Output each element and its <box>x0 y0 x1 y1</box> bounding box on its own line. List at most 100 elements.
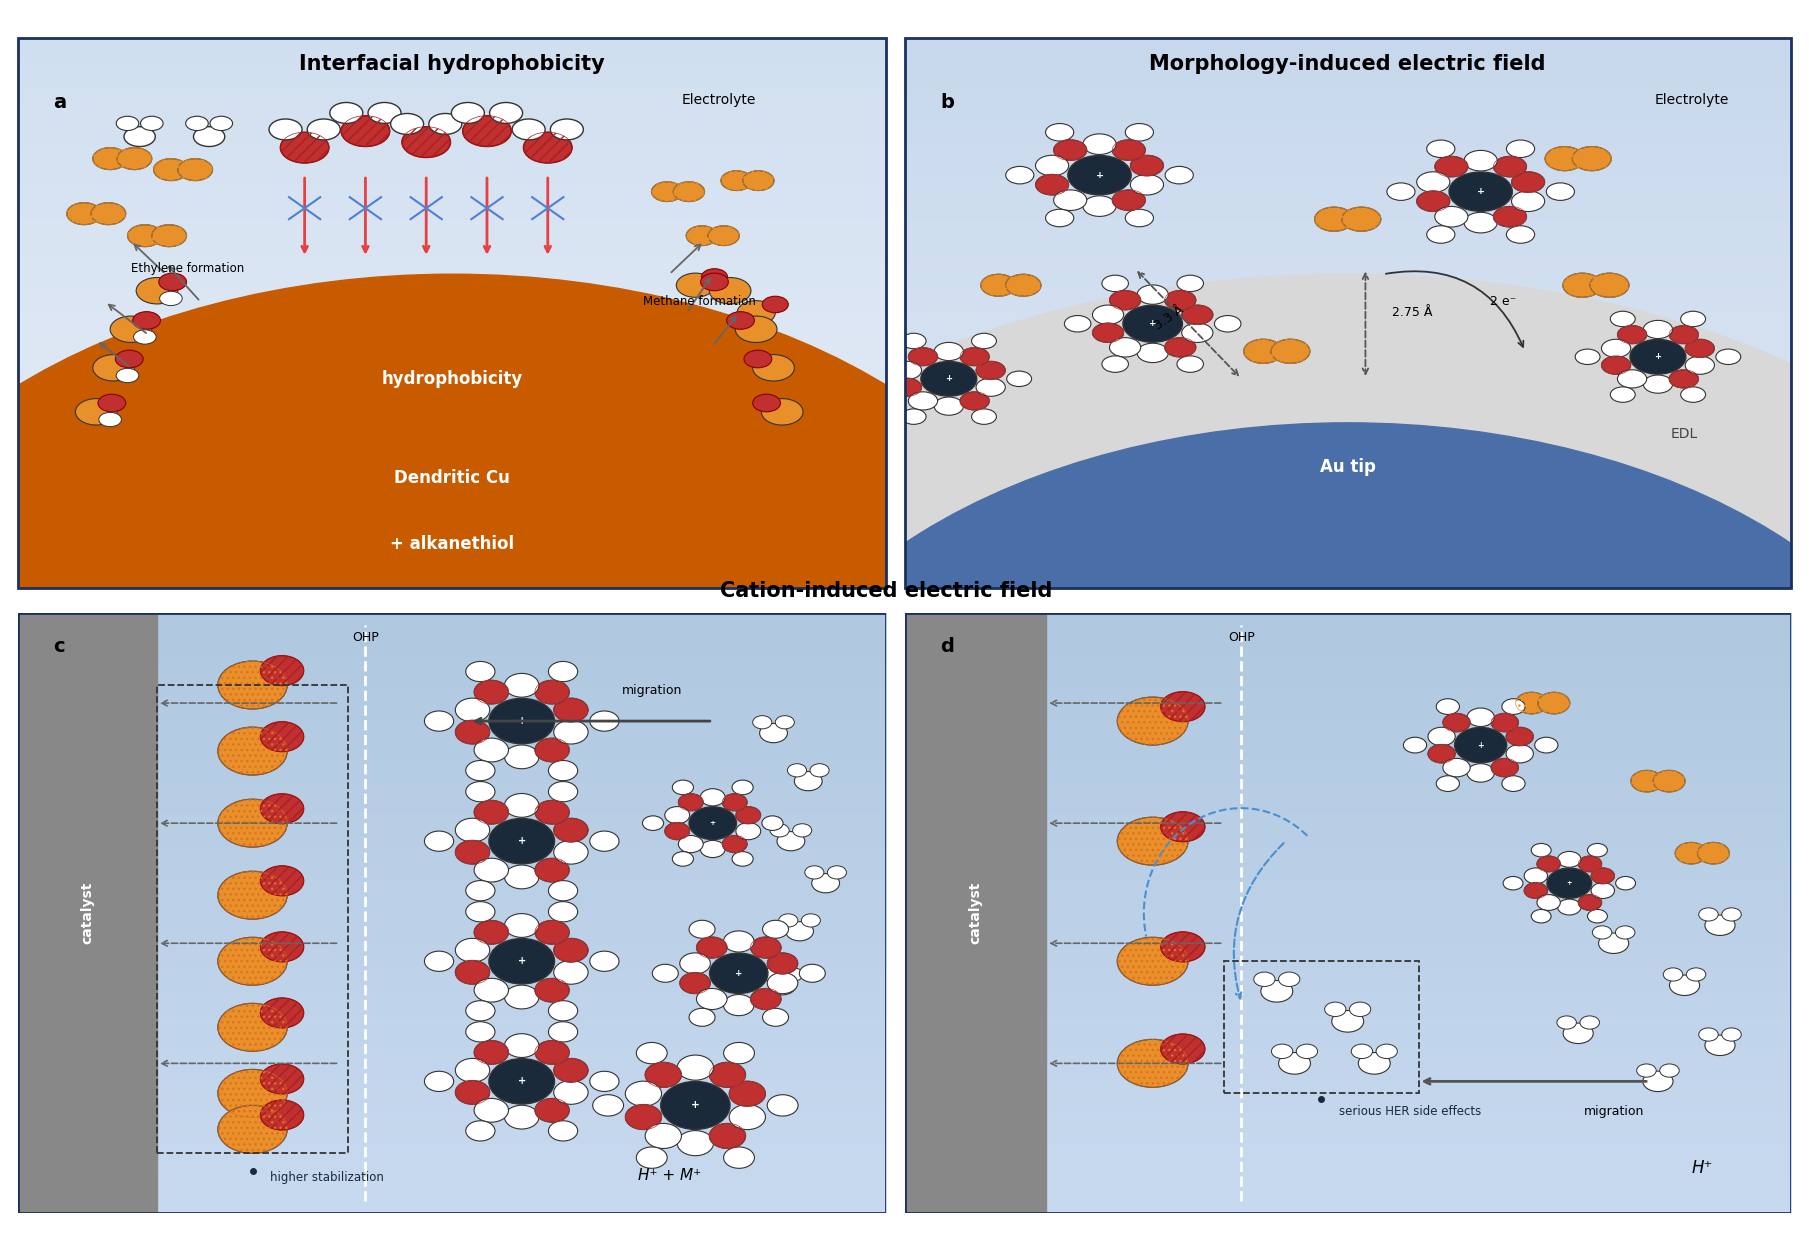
Circle shape <box>217 871 288 919</box>
Circle shape <box>1427 744 1454 763</box>
Circle shape <box>1662 968 1682 981</box>
Circle shape <box>751 937 781 958</box>
Circle shape <box>709 1062 745 1087</box>
Wedge shape <box>745 423 1809 797</box>
Circle shape <box>724 931 754 952</box>
Circle shape <box>402 126 450 158</box>
Text: catalyst: catalyst <box>81 882 94 945</box>
Circle shape <box>505 1105 539 1130</box>
Text: H⁺: H⁺ <box>1691 1160 1713 1177</box>
Text: +: + <box>709 821 716 826</box>
Circle shape <box>116 368 139 383</box>
Circle shape <box>1494 156 1527 176</box>
Circle shape <box>554 961 588 985</box>
Circle shape <box>664 807 689 823</box>
Circle shape <box>1722 1028 1742 1041</box>
Circle shape <box>1444 758 1471 777</box>
Circle shape <box>1659 1063 1679 1077</box>
Circle shape <box>977 378 1006 397</box>
Circle shape <box>1181 323 1214 343</box>
Circle shape <box>452 103 485 124</box>
Circle shape <box>1436 776 1460 792</box>
Circle shape <box>702 269 727 285</box>
Circle shape <box>1704 914 1735 936</box>
Circle shape <box>800 965 825 982</box>
Circle shape <box>980 274 1017 296</box>
Circle shape <box>505 864 539 889</box>
Circle shape <box>1501 699 1525 714</box>
Circle shape <box>1109 290 1141 310</box>
Circle shape <box>1643 1071 1673 1092</box>
Circle shape <box>792 823 812 837</box>
Circle shape <box>535 978 570 1002</box>
Circle shape <box>554 1058 588 1082</box>
Circle shape <box>637 1042 668 1063</box>
Circle shape <box>1416 191 1449 211</box>
Circle shape <box>1538 692 1570 714</box>
Circle shape <box>1576 349 1599 364</box>
Circle shape <box>92 148 127 170</box>
Text: +: + <box>734 968 742 978</box>
Circle shape <box>664 823 689 839</box>
Circle shape <box>548 881 577 901</box>
Circle shape <box>505 1033 539 1057</box>
Circle shape <box>743 350 772 368</box>
Circle shape <box>933 343 964 360</box>
Circle shape <box>260 1100 304 1130</box>
Circle shape <box>488 1058 555 1105</box>
Circle shape <box>1617 325 1646 344</box>
Circle shape <box>700 841 725 858</box>
Text: +: + <box>517 1076 526 1086</box>
Text: Morphology-induced electric field: Morphology-induced electric field <box>1149 54 1547 74</box>
Circle shape <box>921 362 977 397</box>
Circle shape <box>1588 909 1608 923</box>
Circle shape <box>827 866 847 879</box>
Circle shape <box>1592 868 1614 883</box>
Circle shape <box>901 333 926 349</box>
Circle shape <box>391 114 423 134</box>
Circle shape <box>724 1042 754 1063</box>
Circle shape <box>1067 155 1131 195</box>
Circle shape <box>554 721 588 744</box>
Circle shape <box>892 362 921 379</box>
Circle shape <box>465 761 496 781</box>
Circle shape <box>753 716 772 729</box>
Circle shape <box>722 793 747 811</box>
Circle shape <box>1297 1045 1317 1058</box>
Text: Methane formation: Methane formation <box>644 295 756 308</box>
Circle shape <box>554 818 588 842</box>
Circle shape <box>1512 191 1545 211</box>
Circle shape <box>1427 225 1454 243</box>
Circle shape <box>554 841 588 864</box>
Circle shape <box>1699 1028 1719 1041</box>
Circle shape <box>1053 190 1087 210</box>
Text: +: + <box>1149 319 1156 328</box>
Circle shape <box>686 225 718 245</box>
Circle shape <box>1530 843 1550 857</box>
Circle shape <box>425 831 454 851</box>
Circle shape <box>1046 209 1075 226</box>
Circle shape <box>733 852 753 866</box>
Circle shape <box>1279 972 1301 987</box>
Circle shape <box>767 953 798 975</box>
Circle shape <box>787 763 807 777</box>
Circle shape <box>1161 692 1205 722</box>
Circle shape <box>505 793 539 817</box>
Circle shape <box>1279 1052 1310 1075</box>
Circle shape <box>696 937 727 958</box>
Circle shape <box>1507 727 1534 746</box>
Circle shape <box>785 922 814 941</box>
Circle shape <box>98 394 127 412</box>
Circle shape <box>1530 909 1550 923</box>
Circle shape <box>1545 146 1585 170</box>
Circle shape <box>660 1081 731 1130</box>
Circle shape <box>1125 124 1154 141</box>
Circle shape <box>1507 225 1534 243</box>
Text: Au tip: Au tip <box>1321 458 1375 475</box>
Circle shape <box>548 1121 577 1141</box>
Circle shape <box>159 291 183 305</box>
Circle shape <box>680 953 711 975</box>
Circle shape <box>1577 856 1601 872</box>
Circle shape <box>1272 1045 1293 1058</box>
Circle shape <box>1254 972 1275 987</box>
